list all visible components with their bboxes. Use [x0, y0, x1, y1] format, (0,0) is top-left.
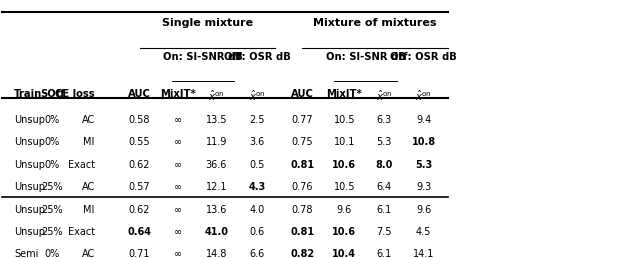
Text: 14.8: 14.8: [205, 249, 227, 258]
Text: 5.3: 5.3: [376, 137, 392, 147]
Text: $\hat{x}^\mathrm{on}$: $\hat{x}^\mathrm{on}$: [415, 89, 432, 103]
Text: 36.6: 36.6: [205, 160, 227, 170]
Text: AC: AC: [81, 249, 95, 258]
Text: 13.5: 13.5: [205, 115, 227, 125]
Text: AUC: AUC: [128, 89, 151, 99]
Text: 9.6: 9.6: [416, 205, 431, 215]
Text: 6.3: 6.3: [376, 115, 392, 125]
Text: 0.81: 0.81: [290, 227, 314, 237]
Text: 10.4: 10.4: [332, 249, 356, 258]
Text: 0.77: 0.77: [291, 115, 313, 125]
Text: 6.4: 6.4: [376, 182, 392, 192]
Text: 9.6: 9.6: [337, 205, 352, 215]
Text: 13.6: 13.6: [205, 205, 227, 215]
Text: Single mixture: Single mixture: [162, 18, 253, 28]
Text: 10.6: 10.6: [332, 160, 356, 170]
Text: 2.5: 2.5: [250, 115, 265, 125]
Text: 4.0: 4.0: [250, 205, 265, 215]
Text: ∞: ∞: [174, 205, 182, 215]
Text: Unsup: Unsup: [14, 227, 45, 237]
Text: 6.1: 6.1: [376, 249, 392, 258]
Text: AC: AC: [81, 182, 95, 192]
Text: 0.57: 0.57: [129, 182, 150, 192]
Text: Unsup: Unsup: [14, 205, 45, 215]
Text: 7.5: 7.5: [376, 227, 392, 237]
Text: 4.5: 4.5: [416, 227, 431, 237]
Text: CE loss: CE loss: [55, 89, 95, 99]
Text: 0.6: 0.6: [250, 227, 265, 237]
Text: 0%: 0%: [45, 160, 60, 170]
Text: 0.64: 0.64: [127, 227, 152, 237]
Text: 9.4: 9.4: [416, 115, 431, 125]
Text: Unsup: Unsup: [14, 160, 45, 170]
Text: MI: MI: [83, 137, 95, 147]
Text: 8.0: 8.0: [375, 160, 393, 170]
Text: 9.3: 9.3: [416, 182, 431, 192]
Text: 0.62: 0.62: [129, 205, 150, 215]
Text: 10.5: 10.5: [333, 115, 355, 125]
Text: 25%: 25%: [42, 182, 63, 192]
Text: 5.3: 5.3: [415, 160, 432, 170]
Text: 10.5: 10.5: [333, 182, 355, 192]
Text: Unsup: Unsup: [14, 137, 45, 147]
Text: Unsup: Unsup: [14, 182, 45, 192]
Text: 0.55: 0.55: [129, 137, 150, 147]
Text: ∞: ∞: [174, 249, 182, 258]
Text: 10.8: 10.8: [412, 137, 436, 147]
Text: 6.6: 6.6: [250, 249, 265, 258]
Text: 0.58: 0.58: [129, 115, 150, 125]
Text: $\hat{x}^\mathrm{on}$: $\hat{x}^\mathrm{on}$: [376, 89, 392, 103]
Text: 0.81: 0.81: [290, 160, 314, 170]
Text: AC: AC: [81, 115, 95, 125]
Text: MixIT*: MixIT*: [326, 89, 362, 99]
Text: 41.0: 41.0: [204, 227, 228, 237]
Text: 0.62: 0.62: [129, 160, 150, 170]
Text: 25%: 25%: [42, 205, 63, 215]
Text: ∞: ∞: [174, 227, 182, 237]
Text: 0.71: 0.71: [129, 249, 150, 258]
Text: 0%: 0%: [45, 249, 60, 258]
Text: ∞: ∞: [174, 182, 182, 192]
Text: ∞: ∞: [174, 137, 182, 147]
Text: Exact: Exact: [68, 227, 95, 237]
Text: 0.76: 0.76: [291, 182, 313, 192]
Text: AUC: AUC: [291, 89, 314, 99]
Text: 14.1: 14.1: [413, 249, 435, 258]
Text: Unsup: Unsup: [14, 115, 45, 125]
Text: 0.82: 0.82: [290, 249, 314, 258]
Text: 3.6: 3.6: [250, 137, 265, 147]
Text: 11.9: 11.9: [205, 137, 227, 147]
Text: Semi: Semi: [14, 249, 38, 258]
Text: Train: Train: [14, 89, 42, 99]
Text: Off: OSR dB: Off: OSR dB: [224, 52, 291, 62]
Text: Off: OSR dB: Off: OSR dB: [390, 52, 457, 62]
Text: 25%: 25%: [42, 227, 63, 237]
Text: $\hat{x}^\mathrm{on}$: $\hat{x}^\mathrm{on}$: [249, 89, 266, 103]
Text: MixIT*: MixIT*: [160, 89, 196, 99]
Text: 0.78: 0.78: [291, 205, 313, 215]
Text: On: SI-SNR dB: On: SI-SNR dB: [163, 52, 243, 62]
Text: Mixture of mixtures: Mixture of mixtures: [314, 18, 436, 28]
Text: 0.5: 0.5: [250, 160, 265, 170]
Text: 0%: 0%: [45, 115, 60, 125]
Text: 0%: 0%: [45, 137, 60, 147]
Text: ∞: ∞: [174, 115, 182, 125]
Text: 6.1: 6.1: [376, 205, 392, 215]
Text: 10.1: 10.1: [333, 137, 355, 147]
Text: ∞: ∞: [174, 160, 182, 170]
Text: 12.1: 12.1: [205, 182, 227, 192]
Text: MI: MI: [83, 205, 95, 215]
Text: 10.6: 10.6: [332, 227, 356, 237]
Text: Exact: Exact: [68, 160, 95, 170]
Text: 4.3: 4.3: [249, 182, 266, 192]
Text: 0.75: 0.75: [291, 137, 313, 147]
Text: SOff: SOff: [40, 89, 65, 99]
Text: $\hat{x}^\mathrm{on}$: $\hat{x}^\mathrm{on}$: [208, 89, 225, 103]
Text: On: SI-SNR dB: On: SI-SNR dB: [326, 52, 405, 62]
